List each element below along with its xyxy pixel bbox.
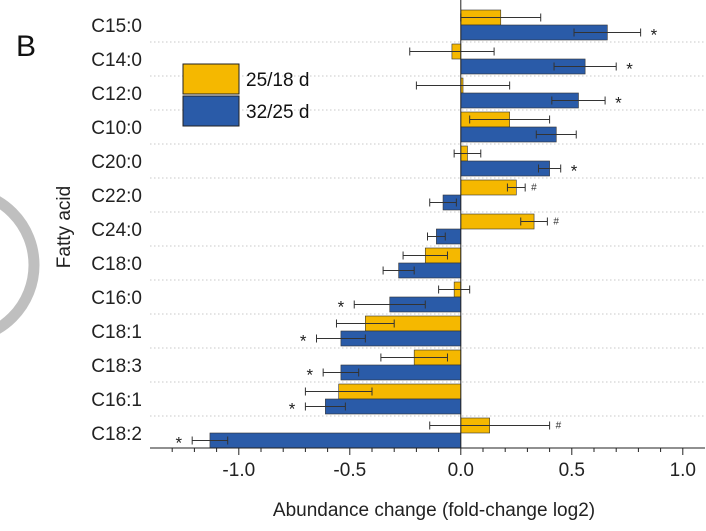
x-tick-label: 1.0 bbox=[670, 460, 696, 481]
significance-mark: * bbox=[626, 60, 633, 79]
significance-mark: * bbox=[307, 366, 314, 385]
significance-marks: ###********* bbox=[176, 26, 658, 453]
x-axis-title: Abundance change (fold-change log2) bbox=[273, 500, 595, 521]
category-label: C22:0 bbox=[91, 186, 142, 207]
significance-mark: * bbox=[571, 162, 578, 181]
category-label: C15:0 bbox=[91, 16, 142, 37]
x-tick-label: -0.5 bbox=[333, 460, 366, 481]
category-label: C18:3 bbox=[91, 356, 142, 377]
category-label: C16:0 bbox=[91, 288, 142, 309]
gridlines bbox=[150, 41, 705, 417]
category-label: C14:0 bbox=[91, 50, 142, 71]
category-label: C20:0 bbox=[91, 152, 142, 173]
category-label: C18:2 bbox=[91, 424, 142, 445]
significance-mark: * bbox=[176, 434, 183, 453]
significance-mark: * bbox=[338, 298, 345, 317]
y-axis-title: Fatty acid bbox=[54, 186, 75, 268]
category-label: C12:0 bbox=[91, 84, 142, 105]
category-label: C24:0 bbox=[91, 220, 142, 241]
legend-swatch-series-2 bbox=[182, 95, 240, 127]
significance-mark: * bbox=[615, 94, 622, 113]
significance-mark: # bbox=[556, 421, 562, 432]
category-label: C16:1 bbox=[91, 390, 142, 411]
significance-mark: * bbox=[651, 26, 658, 45]
decorative-arc bbox=[0, 196, 40, 334]
category-labels: C15:0 C14:0 C12:0 C10:0 C20:0 C22:0 C24:0 C18:0… bbox=[91, 16, 142, 445]
legend: 25/18 d 32/25 d bbox=[182, 63, 309, 127]
significance-mark: * bbox=[289, 400, 296, 419]
bar bbox=[460, 160, 550, 177]
x-tick-label: 0.0 bbox=[448, 460, 474, 481]
bar bbox=[209, 432, 462, 449]
panel-label: B bbox=[16, 30, 36, 63]
legend-label-series-1: 25/18 d bbox=[246, 70, 309, 91]
x-axis: -1.0 -0.5 0.0 0.5 1.0 bbox=[150, 0, 705, 481]
bars bbox=[191, 9, 642, 449]
category-label: C10:0 bbox=[91, 118, 142, 139]
significance-mark: * bbox=[300, 332, 307, 351]
legend-swatch-series-1 bbox=[182, 63, 240, 95]
significance-mark: # bbox=[531, 183, 537, 194]
significance-mark: # bbox=[553, 217, 559, 228]
x-tick-label: -1.0 bbox=[222, 460, 255, 481]
category-label: C18:0 bbox=[91, 254, 142, 275]
legend-label-series-2: 32/25 d bbox=[246, 102, 309, 123]
x-tick-label: 0.5 bbox=[559, 460, 585, 481]
category-label: C18:1 bbox=[91, 322, 142, 343]
